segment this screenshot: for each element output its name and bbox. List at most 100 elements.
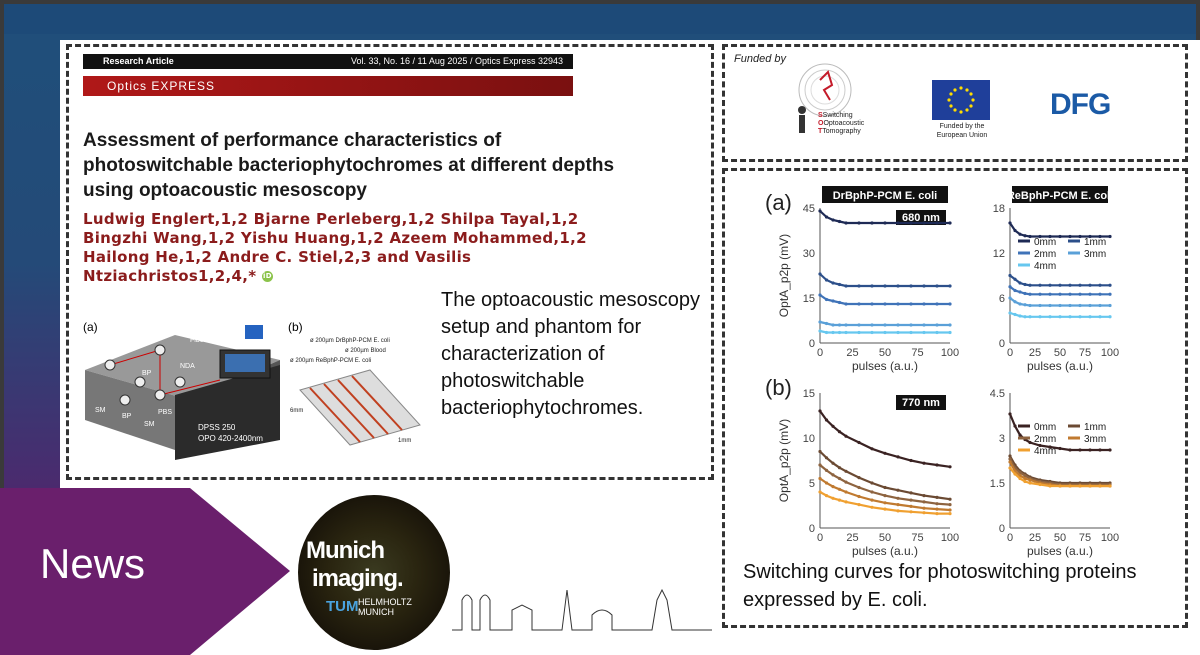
data-point [935,330,939,335]
data-point [922,506,926,510]
data-point [1018,314,1022,318]
data-point [1088,484,1092,488]
data-point [1068,234,1072,239]
data-point [1028,303,1032,308]
data-point [922,302,926,306]
data-point [837,300,842,305]
data-point [1018,470,1022,475]
data-point [1078,292,1082,296]
data-point [883,221,887,225]
data-point [1058,446,1062,451]
data-point [1048,484,1052,488]
data-point [824,297,829,302]
svg-text:PBS: PBS [90,357,104,364]
data-point [883,323,887,327]
paper-title: Assessment of performance characteristic… [83,130,615,201]
data-point [837,487,842,491]
data-point [844,302,848,306]
data-point [922,511,926,515]
x-tick-label: 0 [817,347,823,359]
data-point [844,434,848,438]
data-point [896,323,900,327]
data-point [831,299,835,303]
data-point [922,323,926,327]
chart-box [722,168,1188,628]
legend-label: 2mm [1034,249,1056,260]
svg-text:US: US [240,343,250,350]
data-point [870,481,874,485]
data-point [909,302,913,306]
helmholtz-munich-line: MUNICH [358,607,394,617]
y-tick-label: 15 [803,293,815,305]
y-tick-label: 5 [809,478,815,490]
data-point [1008,296,1012,300]
data-point [870,302,874,306]
data-point [1018,476,1022,481]
helmholtz-line: HELMHOLTZ [358,597,412,607]
data-point [857,323,861,327]
data-point [824,215,829,219]
data-point [883,451,887,455]
y-tick-label: 4.5 [990,388,1005,400]
y-axis-label: OptA_p2p (mV) [777,419,791,502]
legend-label: 1mm [1084,237,1106,248]
paper-box [66,44,714,480]
data-point [1013,424,1017,428]
wavelength-badge-bg [896,395,946,410]
data-point [857,302,861,306]
x-tick-label: 0 [1007,532,1013,544]
data-point [857,503,861,507]
data-point [831,424,835,428]
svg-text:SM: SM [144,421,155,428]
data-point [1058,315,1062,319]
y-tick-label: 0 [999,523,1005,535]
x-tick-label: 75 [911,347,923,359]
data-point [818,476,822,481]
data-point [1008,457,1012,461]
x-tick-label: 50 [879,347,891,359]
data-point [824,494,829,498]
data-point [1048,315,1052,319]
data-point [935,463,939,467]
data-point [1028,481,1032,485]
data-point [837,430,842,434]
data-point [1023,479,1027,484]
data-point [857,494,861,499]
orcid-icon: iD [261,271,273,282]
x-tick-label: 25 [1029,532,1041,544]
data-point [1108,448,1112,452]
data-point [948,465,952,469]
munich-imaging-logo: Munich imaging. TUM HELMHOLTZ MUNICH [298,495,450,650]
data-point [1038,234,1042,239]
svg-text:SM: SM [95,407,106,414]
data-point [896,503,900,507]
wavelength-badge: 680 nm [902,212,940,224]
data-point [870,284,874,288]
data-point [1058,484,1062,488]
data-point [1018,290,1022,294]
eu-funding-text: Funded by the European Union [936,123,988,139]
x-axis-label: pulses (a.u.) [852,544,918,558]
y-tick-label: 1.5 [990,478,1005,490]
data-point [818,490,822,494]
data-point [1108,283,1112,287]
data-point [837,323,842,327]
data-point [831,281,835,285]
data-point [948,503,952,507]
funded-by-label: Funded by [734,53,786,65]
data-point [1108,303,1112,308]
data-point [837,219,842,224]
x-tick-label: 25 [846,532,858,544]
data-point [1048,303,1052,308]
data-point [1023,291,1027,296]
dfg-logo: DFG [1050,88,1111,121]
data-point [896,330,900,335]
panel-label: (a) [765,190,792,215]
data-point [883,501,887,505]
data-point [824,278,829,282]
x-axis-label: pulses (a.u.) [1027,544,1093,558]
data-point [1078,303,1082,308]
data-point [837,498,842,502]
y-tick-label: 6 [999,293,1005,305]
data-point [935,512,939,516]
